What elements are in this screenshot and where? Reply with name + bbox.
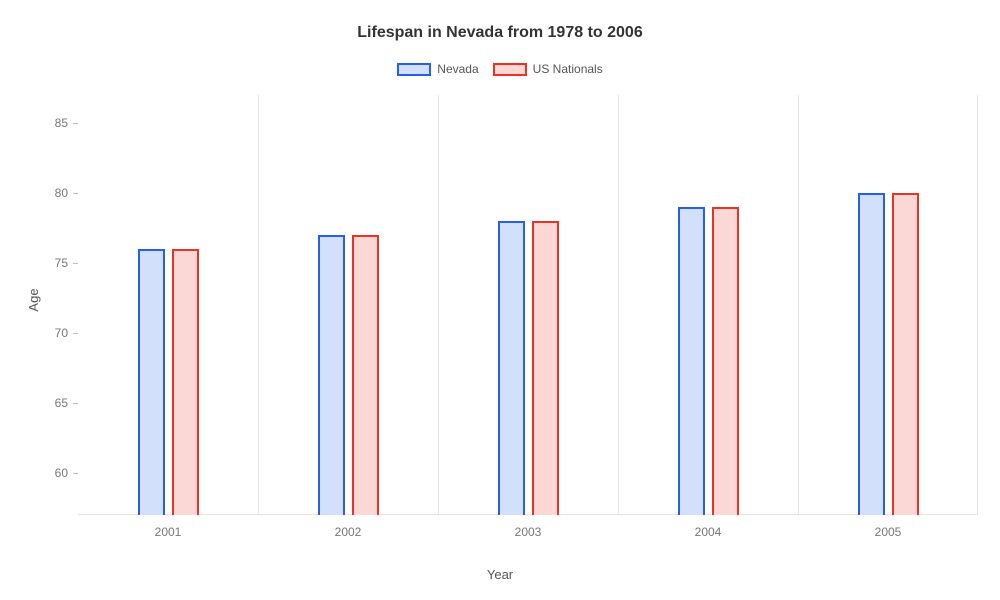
bar (318, 235, 345, 515)
x-tick-label: 2002 (335, 525, 362, 539)
gridline (618, 95, 619, 515)
y-tick-mark (73, 403, 78, 404)
x-tick-label: 2003 (515, 525, 542, 539)
x-tick-label: 2004 (695, 525, 722, 539)
bar (858, 193, 885, 515)
bar (352, 235, 379, 515)
x-tick-label: 2001 (155, 525, 182, 539)
x-axis-line (78, 514, 978, 515)
y-tick-label: 60 (38, 466, 68, 480)
legend: Nevada US Nationals (0, 62, 1000, 76)
bar (678, 207, 705, 515)
y-axis-title: Age (26, 288, 41, 311)
y-tick-mark (73, 333, 78, 334)
y-tick-mark (73, 263, 78, 264)
y-tick-label: 75 (38, 256, 68, 270)
y-tick-label: 70 (38, 326, 68, 340)
gridline (258, 95, 259, 515)
gridline (977, 95, 978, 515)
legend-label-nevada: Nevada (437, 62, 478, 76)
y-tick-label: 65 (38, 396, 68, 410)
legend-item-us: US Nationals (493, 62, 603, 76)
bar (498, 221, 525, 515)
chart-title: Lifespan in Nevada from 1978 to 2006 (0, 24, 1000, 42)
y-tick-label: 80 (38, 186, 68, 200)
bar (138, 249, 165, 515)
legend-swatch-us (493, 63, 527, 76)
plot-area: 60657075808520012002200320042005 (78, 95, 978, 515)
y-tick-mark (73, 193, 78, 194)
gridline (438, 95, 439, 515)
chart-container: Lifespan in Nevada from 1978 to 2006 Nev… (0, 0, 1000, 600)
y-tick-label: 85 (38, 116, 68, 130)
x-tick-label: 2005 (875, 525, 902, 539)
x-axis-title: Year (0, 567, 1000, 582)
bar (892, 193, 919, 515)
bar (532, 221, 559, 515)
legend-label-us: US Nationals (533, 62, 603, 76)
bar (712, 207, 739, 515)
y-tick-mark (73, 473, 78, 474)
gridline (798, 95, 799, 515)
legend-item-nevada: Nevada (397, 62, 478, 76)
y-tick-mark (73, 123, 78, 124)
bar (172, 249, 199, 515)
legend-swatch-nevada (397, 63, 431, 76)
